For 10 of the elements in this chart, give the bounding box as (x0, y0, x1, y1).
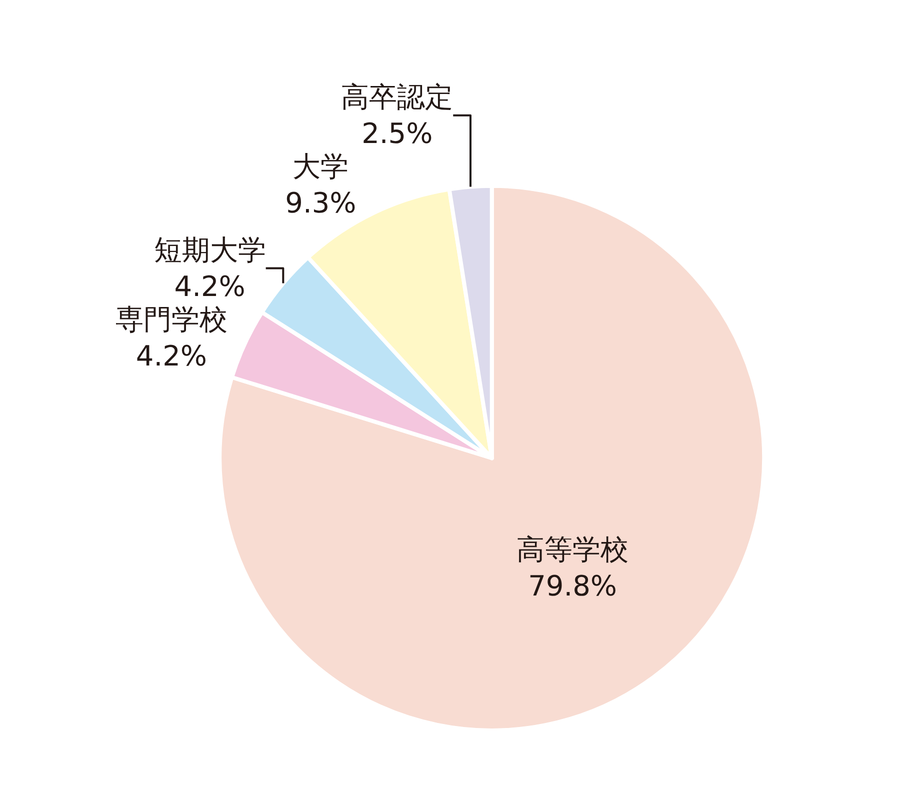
slice-label: 大学 (292, 150, 349, 184)
slice-label: 高卒認定 (341, 80, 454, 114)
data-label: 79.8% (528, 569, 618, 602)
slice-label: 短期大学 (154, 234, 266, 267)
data-label: 9.3% (285, 186, 356, 220)
slice-label: 専門学校 (115, 302, 228, 336)
data-label: 2.5% (362, 117, 433, 150)
slice-label: 高等学校 (516, 533, 629, 566)
data-label: 4.2% (174, 270, 246, 303)
data-label: 4.2% (136, 339, 208, 372)
